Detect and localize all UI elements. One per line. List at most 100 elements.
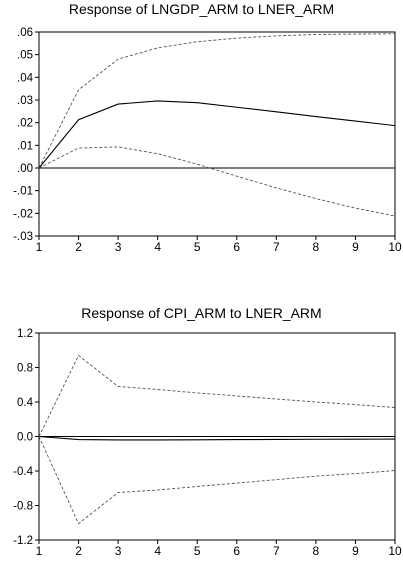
chart-1-x-tick-label: 10 [388,240,402,254]
chart-1-y-tick-label: -.02 [13,208,33,220]
chart-1-x-tick-label: 3 [115,240,122,254]
chart-1-x-tick-label: 7 [273,240,280,254]
chart-1-lower-band-point [236,175,238,177]
chart-2-y-tick-label: 0.4 [17,397,34,409]
chart-2-lower-band-point [276,479,278,481]
chart-1-response-point [236,106,238,108]
chart-2-x-tick-label: 2 [75,544,82,558]
chart-2-lower-band-point [78,523,80,525]
chart-2-upper-band-point [117,386,119,388]
chart-1-x-tick-label: 9 [352,240,359,254]
chart-2-response-point [117,439,119,441]
chart-1-response-line [38,100,396,169]
chart-2-y-tick-label: 0.8 [17,363,33,375]
chart-2-x-tick-label: 9 [352,544,359,558]
chart-2-lower-band-point [236,482,238,484]
chart-2-upper-band-point [196,392,198,394]
chart-2-lower-band-line [38,436,396,525]
chart-2-upper-band-point [315,401,317,403]
chart-1-response-point [315,116,317,118]
chart-1-upper-band-point [196,41,198,43]
chart-2-response-point [315,438,317,440]
chart-2-x-tick-label: 3 [115,544,122,558]
chart-1-lower-band-line [38,146,396,217]
chart-2-x-tick-label: 1 [36,544,43,558]
chart-1-y-tick-label: .03 [17,95,33,107]
chart-2-y-tick-label: -0.4 [13,466,33,478]
chart-1-y-tick-label: .06 [17,27,33,39]
chart-1-upper-band-point [236,37,238,39]
chart-1-lower-band-point [196,163,198,165]
chart-1-lower-band-point [394,215,396,217]
chart-1-upper-band-point [117,58,119,60]
chart-1-x-tick-label: 1 [36,240,43,254]
chart-1-x-tick-label: 6 [233,240,240,254]
chart-2-lower-band-point [157,489,159,491]
chart-2-response-point [196,439,198,441]
chart-2-x-tick-label: 5 [194,544,201,558]
chart-2-upper-band-point [157,389,159,391]
chart-1-response-point [78,119,80,121]
chart-2-lower-band-point [355,473,357,475]
chart-1-lower-band-point [315,198,317,200]
chart-1-x-tick-label: 8 [313,240,320,254]
chart-2-y-tick-label: -0.8 [13,501,33,513]
chart-1-upper-band-point [355,33,357,35]
chart-2-y-tick-label: 1.2 [17,328,33,340]
chart-2-x-tick-label: 8 [313,544,320,558]
chart-2-upper-band-line [38,354,396,437]
chart-1-x-tick-label: 4 [154,240,161,254]
chart-2-lower-band-point [38,436,40,438]
chart-2-x-tick-label: 10 [388,544,402,558]
chart-1-lower-band-point [157,153,159,155]
chart-1-response-point [157,100,159,102]
chart-1-y-tick-label: .00 [17,163,33,175]
chart-2-response-point [276,439,278,441]
chart-1-lower-band-point [355,207,357,209]
chart-1-y-tick-label: .04 [17,72,34,84]
chart-2-x-tick-label: 4 [154,544,161,558]
chart-2-response-point [78,439,80,441]
chart-1-x-tick-label: 5 [194,240,201,254]
chart-1-y-tick-label: .01 [17,140,33,152]
chart-1-title: Response of LNGDP_ARM to LNER_ARM [68,1,335,17]
chart-2-lower-band-point [196,486,198,488]
chart-1-y-tick-label: .02 [17,118,33,130]
chart-1-y-tick-label: .05 [17,50,33,62]
chart-1-response-point [394,125,396,127]
chart-1-lower-band-point [78,147,80,149]
chart-1-y-tick-label: -.03 [13,231,33,243]
chart-1-upper-band-point [78,89,80,91]
chart-2-response-point [355,438,357,440]
chart-1-lower-band-point [276,187,278,189]
chart-2-upper-band-point [394,407,396,409]
chart-2-response-point [394,438,396,440]
chart-1-response-point [196,102,198,104]
chart-2-y-tick-label: 0.0 [17,432,33,444]
chart-2-x-tick-label: 6 [233,544,240,558]
chart-1-response-point [276,111,278,113]
chart-1-lower-band-point [117,146,119,148]
chart-2-lower-band-point [117,492,119,494]
chart-1-x-tick-label: 2 [75,240,82,254]
chart-2-lower-band-point [394,470,396,472]
chart-2-response-line [38,435,396,441]
chart-1-upper-band-point [276,35,278,37]
chart-2-upper-band-point [276,398,278,400]
chart-1-lower-band-point [38,167,40,169]
chart-1-upper-band-point [394,33,396,35]
chart-1-upper-band-point [315,34,317,36]
chart-2-response-point [157,439,159,441]
chart-1-response-point [355,120,357,122]
chart-2-upper-band-point [78,355,80,357]
chart-2-lower-band-point [315,475,317,477]
chart-1-upper-band-line [38,33,396,169]
chart-2-upper-band-point [355,404,357,406]
chart-2-x-tick-label: 7 [273,544,280,558]
chart-2-response-point [236,439,238,441]
chart-1-y-tick-label: -.01 [13,186,33,198]
chart-2-y-tick-label: -1.2 [13,535,33,547]
chart-2-upper-band-point [236,395,238,397]
chart-1-plot-frame [38,31,396,237]
